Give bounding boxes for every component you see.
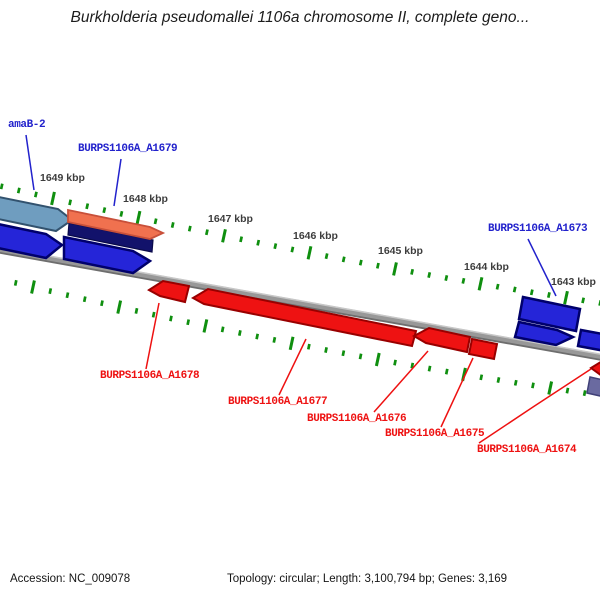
leader-line-a1674 — [478, 368, 592, 444]
ruler-label-1645: 1645 kbp — [378, 245, 423, 257]
ruler-label-1648: 1648 kbp — [123, 193, 168, 205]
ruler-label-1643: 1643 kbp — [551, 276, 596, 288]
gene-arrow-burps1106a-a1676[interactable] — [411, 326, 472, 354]
gene-label-burps1106a-a1675[interactable]: BURPS1106A_A1675 — [385, 428, 485, 440]
gene-arrow-burps1106a-a1677[interactable] — [190, 287, 418, 348]
gene-label-burps1106a-a1674[interactable]: BURPS1106A_A1674 — [477, 444, 577, 456]
footer-stats: Topology: circular; Length: 3,100,794 bp… — [227, 573, 508, 585]
ruler-label-1649: 1649 kbp — [40, 172, 85, 184]
gene-arrow-blue-unlabeled-4[interactable] — [576, 328, 600, 352]
ruler-label-1647: 1647 kbp — [208, 213, 253, 225]
gene-arrow-burps1106a-a1678[interactable] — [147, 279, 191, 304]
ruler-ticks-outer — [0, 183, 600, 306]
footer-accession: Accession: NC_009078 — [10, 573, 131, 585]
gene-label-amaB-2[interactable]: amaB-2 — [8, 119, 46, 131]
gene-label-burps1106a-a1677[interactable]: BURPS1106A_A1677 — [228, 396, 328, 408]
leader-line-a1673 — [527, 238, 557, 297]
gene-label-burps1106a-a1673[interactable]: BURPS1106A_A1673 — [488, 223, 588, 235]
gene-arrow-burps1106a-a1679[interactable] — [67, 208, 166, 240]
gene-arrow-blue-unlabeled-3[interactable] — [513, 320, 577, 347]
gene-label-burps1106a-a1676[interactable]: BURPS1106A_A1676 — [307, 413, 407, 425]
leader-line-a1675 — [440, 357, 474, 428]
leader-line-a1678 — [145, 302, 160, 370]
leader-line-a1679 — [113, 158, 122, 207]
gene-arrow-blue-unlabeled-2[interactable] — [62, 235, 153, 275]
gene-label-burps1106a-a1679[interactable]: BURPS1106A_A1679 — [78, 143, 178, 155]
map-title: Burkholderia pseudomallei 1106a chromoso… — [70, 9, 530, 26]
leader-line-a1676 — [373, 350, 429, 413]
gene-arrow-burps1106a-a1673[interactable] — [517, 295, 582, 333]
ruler-label-1646: 1646 kbp — [293, 230, 338, 242]
gene-label-burps1106a-a1678[interactable]: BURPS1106A_A1678 — [100, 370, 200, 382]
ruler-ticks-inner — [13, 279, 587, 397]
gene-arrow-burps1106a-a1675[interactable] — [467, 337, 499, 361]
gene-arrow-blue-unlabeled-1[interactable] — [0, 219, 65, 260]
gene-arrow-amaB-2[interactable] — [0, 192, 74, 233]
gene-arrow-slate-unlabeled[interactable] — [586, 376, 600, 398]
leader-line-a1677 — [278, 338, 307, 396]
leader-line-amaB-2 — [25, 134, 35, 191]
ruler-label-1644: 1644 kbp — [464, 261, 509, 273]
gene-arrow-burps1106a-a1674[interactable] — [589, 360, 600, 378]
